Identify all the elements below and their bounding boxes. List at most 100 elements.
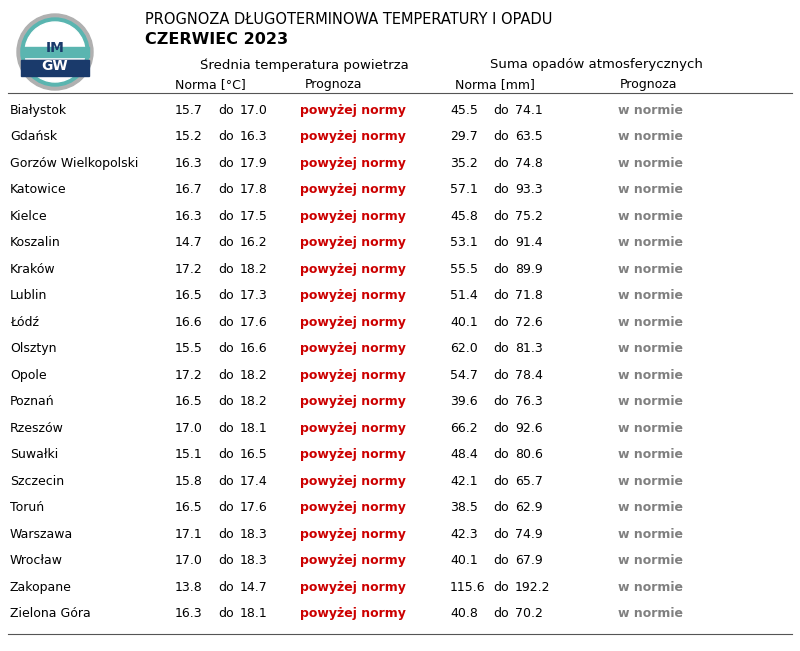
- Text: Norma [mm]: Norma [mm]: [455, 78, 535, 91]
- Text: Łódź: Łódź: [10, 316, 39, 329]
- Text: 91.4: 91.4: [515, 236, 542, 249]
- Text: 67.9: 67.9: [515, 555, 542, 568]
- Text: w normie: w normie: [618, 342, 683, 355]
- Text: w normie: w normie: [618, 449, 683, 462]
- Text: 18.2: 18.2: [240, 369, 268, 382]
- Text: 18.1: 18.1: [240, 422, 268, 435]
- Text: 18.3: 18.3: [240, 528, 268, 541]
- Text: 66.2: 66.2: [450, 422, 478, 435]
- Text: powyżej normy: powyżej normy: [300, 528, 406, 541]
- Text: 63.5: 63.5: [515, 130, 542, 143]
- Text: 74.1: 74.1: [515, 104, 542, 117]
- Text: 15.5: 15.5: [175, 342, 203, 355]
- Text: do: do: [218, 395, 234, 408]
- Text: Koszalin: Koszalin: [10, 236, 61, 249]
- Text: 15.2: 15.2: [175, 130, 202, 143]
- Text: 89.9: 89.9: [515, 263, 542, 276]
- Text: 76.3: 76.3: [515, 395, 542, 408]
- Text: do: do: [218, 157, 234, 170]
- Text: powyżej normy: powyżej normy: [300, 581, 406, 594]
- Text: do: do: [493, 263, 509, 276]
- Text: Średnia temperatura powietrza: Średnia temperatura powietrza: [200, 58, 409, 72]
- Text: 17.6: 17.6: [240, 501, 268, 514]
- Text: w normie: w normie: [618, 316, 683, 329]
- Text: 42.1: 42.1: [450, 475, 478, 488]
- Text: 16.3: 16.3: [175, 157, 202, 170]
- Text: Warszawa: Warszawa: [10, 528, 74, 541]
- Text: 53.1: 53.1: [450, 236, 478, 249]
- Circle shape: [25, 22, 85, 82]
- Text: Norma [°C]: Norma [°C]: [175, 78, 246, 91]
- Text: 17.6: 17.6: [240, 316, 268, 329]
- Text: 13.8: 13.8: [175, 581, 202, 594]
- Text: 93.3: 93.3: [515, 184, 542, 197]
- Text: w normie: w normie: [618, 555, 683, 568]
- Text: 17.9: 17.9: [240, 157, 268, 170]
- Text: do: do: [493, 130, 509, 143]
- Text: 16.5: 16.5: [240, 449, 268, 462]
- Text: 17.0: 17.0: [175, 422, 203, 435]
- Text: 16.6: 16.6: [240, 342, 268, 355]
- Text: 72.6: 72.6: [515, 316, 542, 329]
- Text: Szczecin: Szczecin: [10, 475, 64, 488]
- Text: powyżej normy: powyżej normy: [300, 184, 406, 197]
- Text: do: do: [493, 395, 509, 408]
- Text: 15.8: 15.8: [175, 475, 203, 488]
- Text: 48.4: 48.4: [450, 449, 478, 462]
- Text: w normie: w normie: [618, 395, 683, 408]
- Text: Wrocław: Wrocław: [10, 555, 63, 568]
- Text: do: do: [218, 528, 234, 541]
- Text: 74.9: 74.9: [515, 528, 542, 541]
- Text: do: do: [218, 607, 234, 620]
- Text: do: do: [218, 290, 234, 303]
- Text: 39.6: 39.6: [450, 395, 478, 408]
- Text: do: do: [493, 607, 509, 620]
- Text: do: do: [218, 342, 234, 355]
- Text: do: do: [493, 475, 509, 488]
- Text: 71.8: 71.8: [515, 290, 543, 303]
- Text: Poznań: Poznań: [10, 395, 54, 408]
- Text: powyżej normy: powyżej normy: [300, 501, 406, 514]
- Text: 35.2: 35.2: [450, 157, 478, 170]
- Text: 70.2: 70.2: [515, 607, 543, 620]
- FancyBboxPatch shape: [21, 47, 89, 57]
- Text: do: do: [218, 475, 234, 488]
- Text: 14.7: 14.7: [240, 581, 268, 594]
- Text: 16.3: 16.3: [175, 607, 202, 620]
- Text: 74.8: 74.8: [515, 157, 543, 170]
- Text: powyżej normy: powyżej normy: [300, 342, 406, 355]
- Text: do: do: [218, 210, 234, 223]
- Text: Gorzów Wielkopolski: Gorzów Wielkopolski: [10, 157, 138, 170]
- Text: w normie: w normie: [618, 130, 683, 143]
- Text: Zielona Góra: Zielona Góra: [10, 607, 90, 620]
- Text: Lublin: Lublin: [10, 290, 47, 303]
- Text: do: do: [218, 316, 234, 329]
- Text: do: do: [218, 422, 234, 435]
- Text: powyżej normy: powyżej normy: [300, 475, 406, 488]
- Text: 15.7: 15.7: [175, 104, 203, 117]
- Text: 16.5: 16.5: [175, 395, 202, 408]
- Text: 17.5: 17.5: [240, 210, 268, 223]
- Text: 54.7: 54.7: [450, 369, 478, 382]
- Text: 40.8: 40.8: [450, 607, 478, 620]
- Text: 51.4: 51.4: [450, 290, 478, 303]
- Text: Prognoza: Prognoza: [620, 78, 678, 91]
- Text: powyżej normy: powyżej normy: [300, 130, 406, 143]
- Circle shape: [21, 18, 89, 86]
- Text: 16.3: 16.3: [175, 210, 202, 223]
- Text: do: do: [218, 449, 234, 462]
- Text: Kielce: Kielce: [10, 210, 48, 223]
- Text: powyżej normy: powyżej normy: [300, 395, 406, 408]
- Text: w normie: w normie: [618, 263, 683, 276]
- Text: 62.0: 62.0: [450, 342, 478, 355]
- Text: do: do: [493, 449, 509, 462]
- Text: powyżej normy: powyżej normy: [300, 157, 406, 170]
- Text: 92.6: 92.6: [515, 422, 542, 435]
- Text: do: do: [218, 501, 234, 514]
- Text: do: do: [493, 184, 509, 197]
- Text: 115.6: 115.6: [450, 581, 486, 594]
- Text: powyżej normy: powyżej normy: [300, 290, 406, 303]
- Text: powyżej normy: powyżej normy: [300, 104, 406, 117]
- Text: w normie: w normie: [618, 184, 683, 197]
- Text: Opole: Opole: [10, 369, 46, 382]
